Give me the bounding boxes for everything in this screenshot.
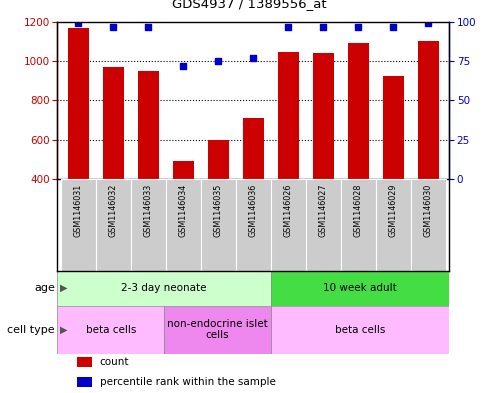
Text: ▶: ▶	[60, 325, 67, 335]
Point	[74, 20, 82, 27]
Bar	[77, 377, 92, 387]
Text: GSM1146033: GSM1146033	[144, 184, 153, 237]
Text: beta cells: beta cells	[335, 325, 385, 335]
Bar	[376, 179, 411, 271]
Bar	[57, 271, 271, 306]
Point	[424, 20, 432, 27]
Text: GSM1146028: GSM1146028	[354, 184, 363, 237]
Bar	[306, 179, 341, 271]
Text: GSM1146027: GSM1146027	[319, 184, 328, 237]
Bar	[138, 71, 159, 258]
Text: cell type: cell type	[7, 325, 55, 335]
Bar	[68, 28, 89, 258]
Text: GSM1146034: GSM1146034	[179, 184, 188, 237]
Point	[144, 24, 152, 30]
Point	[179, 63, 187, 69]
Bar	[271, 271, 449, 306]
Point	[389, 24, 397, 30]
Bar	[313, 53, 334, 258]
Point	[249, 55, 257, 61]
Bar	[418, 42, 439, 258]
Text: GSM1146031: GSM1146031	[74, 184, 83, 237]
Text: GDS4937 / 1389556_at: GDS4937 / 1389556_at	[172, 0, 327, 10]
Bar	[96, 179, 131, 271]
Bar	[243, 118, 264, 258]
Bar	[208, 140, 229, 258]
Text: GSM1146036: GSM1146036	[249, 184, 258, 237]
Text: GSM1146029: GSM1146029	[389, 184, 398, 237]
Text: beta cells: beta cells	[86, 325, 136, 335]
Text: count: count	[100, 357, 129, 367]
Point	[214, 58, 222, 64]
Text: GSM1146032: GSM1146032	[109, 184, 118, 237]
Bar	[173, 162, 194, 258]
Point	[354, 24, 362, 30]
Bar	[166, 179, 201, 271]
Bar	[77, 357, 92, 367]
Text: ▶: ▶	[60, 283, 67, 293]
Bar	[341, 179, 376, 271]
Point	[109, 24, 117, 30]
Text: GSM1146035: GSM1146035	[214, 184, 223, 237]
Point	[284, 24, 292, 30]
Bar	[103, 67, 124, 258]
Text: GSM1146026: GSM1146026	[284, 184, 293, 237]
Bar	[201, 179, 236, 271]
Bar	[278, 52, 299, 258]
Bar	[164, 306, 271, 354]
Text: 2-3 day neonate: 2-3 day neonate	[121, 283, 207, 293]
Text: GSM1146030: GSM1146030	[424, 184, 433, 237]
Bar	[271, 306, 449, 354]
Text: non-endocrine islet
cells: non-endocrine islet cells	[167, 319, 268, 340]
Bar	[411, 179, 446, 271]
Text: age: age	[34, 283, 55, 293]
Bar	[348, 44, 369, 258]
Point	[319, 24, 327, 30]
Bar	[61, 179, 96, 271]
Bar	[57, 306, 164, 354]
Bar	[236, 179, 271, 271]
Bar	[383, 76, 404, 258]
Text: percentile rank within the sample: percentile rank within the sample	[100, 377, 275, 387]
Bar	[131, 179, 166, 271]
Text: 10 week adult: 10 week adult	[323, 283, 397, 293]
Bar	[271, 179, 306, 271]
